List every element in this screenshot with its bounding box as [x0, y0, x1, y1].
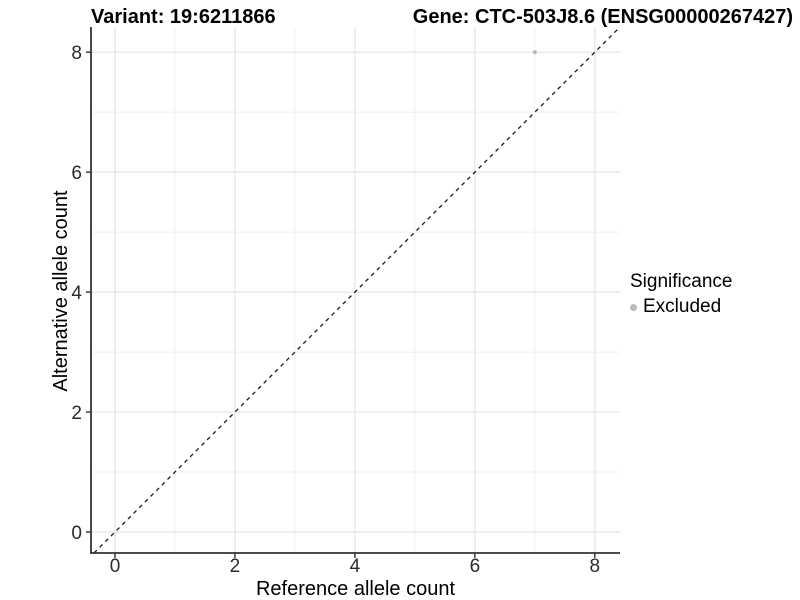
legend-title: Significance [630, 271, 733, 292]
x-tick-label: 0 [110, 556, 121, 577]
data-point [532, 50, 537, 55]
gene-title: Gene: CTC-503J8.6 (ENSG00000267427) [412, 6, 793, 28]
y-axis-title: Alternative allele count [50, 190, 72, 392]
y-tick-label: 6 [71, 163, 82, 184]
legend-item-excluded: Excluded [630, 296, 732, 318]
y-tick-label: 0 [71, 523, 82, 544]
x-tick-label: 4 [350, 556, 361, 577]
x-tick-label: 2 [230, 556, 241, 577]
y-tick-label: 2 [71, 403, 82, 424]
identity-dashed-line [93, 26, 621, 554]
x-tick-label: 6 [470, 556, 481, 577]
x-axis-title: Reference allele count [255, 578, 455, 600]
x-tick-label: 8 [590, 556, 601, 577]
legend-point-icon [630, 303, 637, 311]
variant-title: Variant: 19:6211866 [91, 6, 276, 28]
y-tick-label: 8 [71, 43, 82, 64]
legend: Significance Excluded [630, 271, 732, 318]
y-tick-label: 4 [71, 283, 82, 304]
legend-item-label: Excluded [643, 296, 722, 317]
